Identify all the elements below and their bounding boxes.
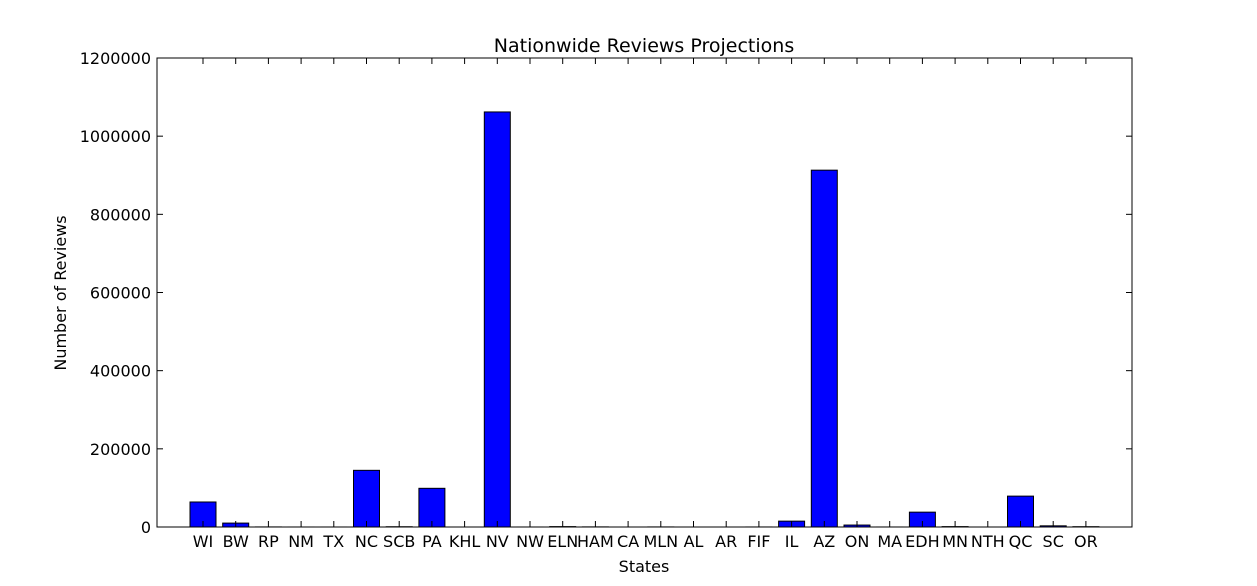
x-tick-label: EDH [905, 532, 939, 551]
x-tick-label: NW [516, 532, 544, 551]
x-tick-label: ON [845, 532, 870, 551]
x-tick-label: NM [288, 532, 314, 551]
y-tick-label: 1200000 [80, 49, 151, 68]
x-tick-label: KHL [449, 532, 481, 551]
y-tick-label: 1000000 [80, 127, 151, 146]
x-tick-label: PA [422, 532, 442, 551]
plot-frame [156, 57, 1133, 528]
x-tick-label: OR [1074, 532, 1098, 551]
y-tick-label: 800000 [90, 205, 151, 224]
bar-nc [353, 469, 380, 528]
x-tick-label: AR [715, 532, 737, 551]
x-tick-label: BW [223, 532, 249, 551]
bar-nv [483, 111, 511, 528]
x-tick-label: FIF [747, 532, 770, 551]
y-tick-label: 400000 [90, 362, 151, 381]
bar-pa [418, 487, 446, 528]
x-tick-label: HAM [577, 532, 614, 551]
y-axis-title: Number of Reviews [51, 215, 70, 370]
x-tick-label: ELN [547, 532, 578, 551]
x-tick-label: NV [486, 532, 509, 551]
y-tick-label: 600000 [90, 284, 151, 303]
x-tick-label: MA [877, 532, 902, 551]
x-tick-label: AL [684, 532, 704, 551]
x-tick-label: MLN [643, 532, 678, 551]
x-tick-label: RP [258, 532, 279, 551]
x-tick-label: SC [1043, 532, 1064, 551]
plot-area: 0 200000 400000 600000 800000 1000000 1200000 W… [80, 49, 1133, 551]
bar-az [810, 169, 838, 528]
x-tick-label: MN [942, 532, 968, 551]
x-axis-title: States [619, 557, 670, 576]
y-tick-label: 200000 [90, 440, 151, 459]
y-tick-label: 0 [141, 518, 151, 537]
x-tick-label: NC [355, 532, 378, 551]
x-tick-label: QC [1009, 532, 1033, 551]
x-tick-label: NTH [971, 532, 1005, 551]
x-tick-label: AZ [813, 532, 835, 551]
x-tick-label: TX [322, 532, 344, 551]
x-tick-label: SCB [383, 532, 415, 551]
x-tick-label: IL [785, 532, 799, 551]
x-tick-label: CA [617, 532, 639, 551]
x-tick-label: WI [193, 532, 214, 551]
chart-title: Nationwide Reviews Projections [494, 35, 794, 57]
